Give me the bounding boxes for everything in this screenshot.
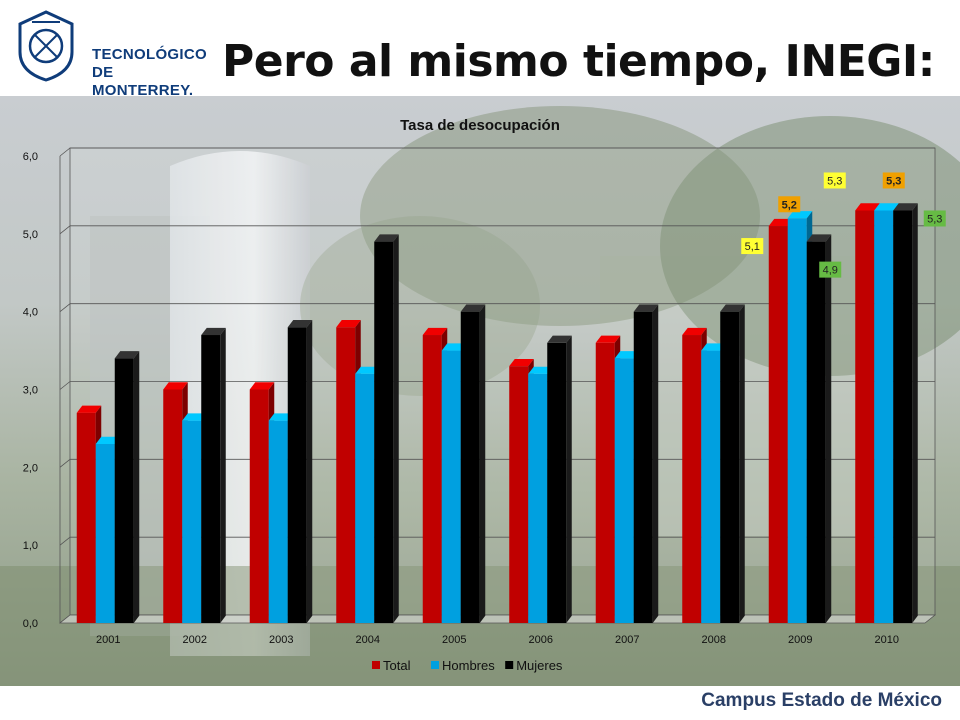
legend-item-mujeres: Mujeres: [505, 658, 563, 673]
y-tick-label: 0,0: [23, 618, 38, 630]
x-tick-label: 2009: [788, 634, 812, 646]
x-tick-label: 2005: [442, 634, 466, 646]
gridline-depth: [59, 381, 71, 390]
chart-title: Tasa de desocupación: [400, 117, 560, 134]
bar-mujeres-2010: [893, 203, 918, 623]
gridline-depth: [59, 536, 71, 546]
logo-line-2: DE MONTERREY.: [92, 64, 194, 99]
svg-text:5,3: 5,3: [927, 213, 942, 225]
data-label-mujeres-2010: 5,3: [923, 210, 946, 227]
legend-item-hombres: Hombres: [431, 658, 495, 673]
data-label-hombres-2009: 5,2: [778, 196, 801, 213]
svg-text:4,9: 4,9: [823, 265, 838, 277]
y-tick-label: 1,0: [23, 540, 38, 552]
x-tick-label: 2010: [875, 634, 899, 646]
svg-text:5,1: 5,1: [745, 241, 760, 253]
x-tick-label: 2002: [183, 634, 207, 646]
gridline-depth: [59, 303, 71, 312]
bar-mujeres-2008: [720, 304, 745, 623]
x-tick-label: 2008: [702, 634, 726, 646]
bar-mujeres-2001: [114, 351, 140, 623]
bar-mujeres-2002: [201, 327, 226, 623]
data-label-total-2010: 5,3: [823, 172, 846, 189]
x-axis-labels: 2001 2002 2003 2004 2005 2006 2007 2008 2009 2010: [96, 634, 899, 646]
y-tick-label: 5,0: [23, 229, 38, 241]
data-label-mujeres-2009: 4,9: [819, 261, 842, 278]
unemployment-chart: Tasa de desocupación 0,0 1,0 2,0 3,0 4,0 5,0 6…: [23, 117, 946, 673]
page-title: Pero al mismo tiempo, INEGI:: [222, 36, 935, 87]
x-tick-label: 2003: [269, 634, 293, 646]
tec-logo: TECNOLÓGICO DE MONTERREY.: [14, 8, 214, 99]
y-axis: 0,0 1,0 2,0 3,0 4,0 5,0 6,0: [23, 151, 61, 630]
x-tick-label: 2001: [96, 634, 120, 646]
data-labels: 5,1 5,2 4,9 5,3 5,3 5,3: [741, 172, 946, 278]
y-tick-label: 3,0: [23, 385, 38, 397]
svg-text:Total: Total: [383, 658, 411, 673]
svg-text:5,3: 5,3: [886, 175, 901, 187]
svg-text:5,2: 5,2: [782, 199, 797, 211]
bar-mujeres-2005: [460, 304, 486, 623]
tec-seal-icon: [18, 10, 74, 82]
svg-text:Hombres: Hombres: [442, 658, 495, 673]
y-tick-label: 2,0: [23, 462, 38, 474]
x-tick-label: 2004: [356, 634, 380, 646]
y-tick-label: 6,0: [23, 151, 38, 163]
campus-footer: Campus Estado de México: [701, 690, 942, 711]
x-tick-label: 2006: [529, 634, 553, 646]
data-label-hombres-2010: 5,3: [882, 172, 905, 189]
gridline-depth: [59, 459, 71, 468]
bar-mujeres-2004: [374, 234, 399, 623]
data-label-total-2009: 5,1: [741, 238, 764, 255]
bars: [76, 203, 918, 624]
gridline-depth: [59, 225, 71, 235]
x-tick-label: 2007: [615, 634, 639, 646]
legend: Total Hombres Mujeres: [372, 658, 563, 673]
bar-mujeres-2007: [633, 304, 659, 623]
svg-text:5,3: 5,3: [827, 175, 842, 187]
bar-mujeres-2006: [547, 335, 572, 623]
logo-line-1: TECNOLÓGICO: [92, 46, 207, 63]
bar-mujeres-2003: [287, 320, 313, 623]
legend-item-total: Total: [372, 658, 411, 673]
svg-text:Mujeres: Mujeres: [516, 658, 563, 673]
gridline-depth: [59, 147, 71, 157]
bar-mujeres-2009: [806, 234, 832, 623]
y-tick-label: 4,0: [23, 307, 38, 319]
